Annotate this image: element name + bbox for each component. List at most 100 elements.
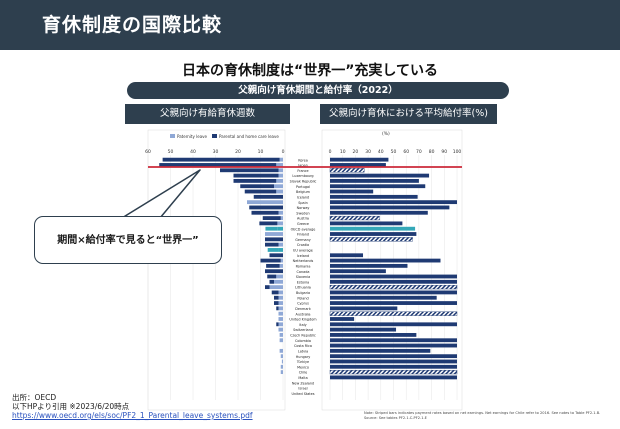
right-tick-label: 100 xyxy=(453,149,462,155)
country-label: Germany xyxy=(295,238,311,242)
country-label: Italy xyxy=(299,323,306,327)
callout-text: 期間×給付率で見ると“世界一” xyxy=(57,235,199,246)
paternity-bar xyxy=(278,322,283,327)
parental-bar xyxy=(271,290,279,295)
payment-rate-bar xyxy=(330,184,426,189)
country-label: United States xyxy=(292,392,315,396)
payment-rate-bar xyxy=(330,279,457,284)
paternity-bar xyxy=(276,189,283,194)
right-tick-label: 90 xyxy=(441,149,447,155)
left-tick-label: 20 xyxy=(235,149,241,155)
left-pane-label: 父親向け有給育休週数 xyxy=(125,104,290,124)
parental-bar xyxy=(265,237,283,242)
parental-bar xyxy=(240,184,274,189)
country-label: Austria xyxy=(297,217,309,221)
country-label: Sweden xyxy=(296,211,309,215)
payment-rate-bar xyxy=(330,205,450,210)
country-label: Korea xyxy=(298,158,308,162)
paternity-bar xyxy=(278,327,283,332)
parental-bar xyxy=(274,301,279,305)
paternity-bar xyxy=(279,157,283,162)
source-url-link[interactable]: https://www.oecd.org/els/soc/PF2_1_Paren… xyxy=(12,411,253,420)
left-tick-label: 50 xyxy=(168,149,174,155)
chart-title: 父親向け育休期間と給付率（2022） xyxy=(127,82,509,99)
payment-rate-bar xyxy=(330,301,457,305)
country-label: Bulgaria xyxy=(296,291,310,295)
paternity-bar xyxy=(280,370,283,375)
country-label: Lithuania xyxy=(295,286,311,290)
parental-bar xyxy=(233,178,277,183)
country-label: Japan xyxy=(297,164,307,168)
payment-rate-bar xyxy=(330,178,419,183)
country-label: Denmark xyxy=(295,307,311,311)
payment-rate-bar xyxy=(330,354,457,359)
payment-rate-bar xyxy=(330,232,417,236)
right-tick-label: 80 xyxy=(429,149,435,155)
parental-bar xyxy=(253,194,283,199)
country-label: Greece xyxy=(297,222,309,226)
headline: 日本の育休制度は“世界一”充実している xyxy=(182,63,438,79)
right-tick-label: 40 xyxy=(378,149,384,155)
payment-rate-bar xyxy=(330,194,418,199)
payment-rate-bar xyxy=(330,253,364,258)
country-label: France xyxy=(297,169,308,173)
note-block: Note: Striped bars indicates payment rat… xyxy=(364,411,600,420)
country-label: Latvia xyxy=(298,349,308,353)
payment-rate-bar xyxy=(329,215,380,221)
parental-bar xyxy=(244,189,277,194)
parental-bar xyxy=(220,168,279,173)
paternity-bar xyxy=(280,216,283,220)
parental-bar xyxy=(265,226,278,231)
paternity-bar xyxy=(277,226,283,231)
paternity-bar xyxy=(279,338,283,343)
payment-rate-bar xyxy=(330,322,457,327)
source-block: 出所：OECD 以下HPより引用 ※2023/6/20時点 https://ww… xyxy=(12,393,253,420)
paternity-bar xyxy=(278,295,283,300)
country-label: Costa Rica xyxy=(294,344,312,348)
country-label: Portugal xyxy=(296,185,310,189)
source-line-1: 出所：OECD xyxy=(12,393,57,402)
payment-rate-bar xyxy=(330,343,457,348)
right-tick-label: 30 xyxy=(365,149,371,155)
country-label: Spain xyxy=(298,201,307,205)
paternity-bar xyxy=(265,232,283,236)
parental-bar xyxy=(265,242,279,247)
country-label: Slovenia xyxy=(296,275,310,279)
paternity-bar xyxy=(274,184,283,189)
paternity-bar xyxy=(274,279,283,284)
note-line-1: Note: Striped bars indicates payment rat… xyxy=(364,411,601,415)
parental-bar xyxy=(269,253,283,258)
country-label: United Kingdom xyxy=(289,318,317,322)
slide-title: 育休制度の国際比較 xyxy=(42,14,223,36)
paternity-bar xyxy=(278,173,283,178)
parental-bar xyxy=(267,248,279,252)
paternity-bar xyxy=(276,178,283,183)
legend-label-parental: Parental and home care leave xyxy=(219,134,279,139)
paternity-bar xyxy=(278,210,283,215)
paternity-bar xyxy=(279,333,283,337)
parental-bar xyxy=(265,269,283,274)
country-label: Finland xyxy=(297,233,309,237)
source-line-2: 以下HPより引用 ※2023/6/20時点 xyxy=(12,402,130,411)
parental-bar xyxy=(276,306,279,311)
parental-bar xyxy=(233,173,279,178)
payment-rate-bar xyxy=(330,210,428,215)
paternity-bar xyxy=(278,317,283,321)
right-tick-label: 10 xyxy=(340,149,346,155)
country-label: Croatia xyxy=(297,243,309,247)
country-label: Iceland xyxy=(297,195,309,199)
parental-bar xyxy=(265,285,270,290)
paternity-bar xyxy=(276,274,283,279)
payment-rate-bar xyxy=(330,333,417,337)
payment-rate-bar xyxy=(330,258,441,263)
country-label: New Zealand xyxy=(292,381,314,385)
country-label: Türkiye xyxy=(296,360,309,364)
country-label: Czech Republic xyxy=(290,334,316,338)
country-label: EU average xyxy=(293,249,313,253)
paternity-bar xyxy=(278,301,283,305)
left-tick-label: 10 xyxy=(258,149,264,155)
country-label: OECD average xyxy=(291,227,316,231)
payment-rate-bar xyxy=(330,221,403,226)
left-tick-label: 0 xyxy=(282,149,285,155)
paternity-bar xyxy=(278,290,283,295)
